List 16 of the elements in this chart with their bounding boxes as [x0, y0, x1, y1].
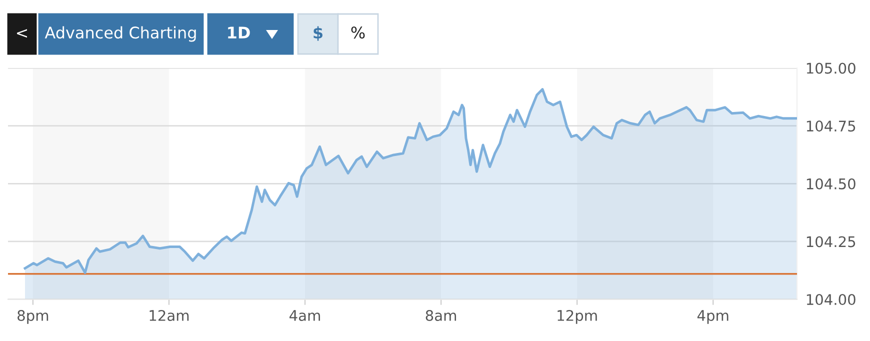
x-tick-label: 4am: [290, 310, 320, 322]
text: 1D: [228, 26, 250, 38]
y-tick-label: 104.50: [806, 178, 856, 190]
text: Advanced Charting: [44, 26, 196, 42]
x-tick-label: 12pm: [558, 310, 597, 324]
x-tick-label: 4pm: [697, 310, 728, 324]
text: $: [314, 26, 322, 41]
x-tick-label: 8am: [426, 310, 456, 322]
text: <: [17, 29, 27, 38]
x-tick-label: 12am: [150, 310, 189, 322]
y-tick-label: 105.00: [806, 62, 856, 74]
y-tick-label: 104.75: [806, 120, 856, 132]
y-tick-label: 104.00: [806, 294, 856, 306]
y-tick-label: 104.25: [806, 236, 856, 248]
text: %: [351, 26, 365, 39]
x-tick-label: 8pm: [18, 310, 48, 324]
